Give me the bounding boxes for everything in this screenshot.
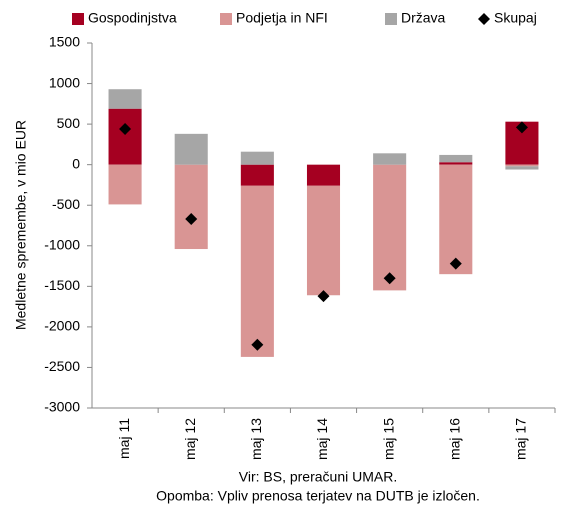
bar [439,164,473,275]
legend-label: Država [401,10,446,26]
bar [439,162,473,165]
bar [108,108,142,165]
legend-label: Podjetja in NFI [236,10,328,26]
x-tick-label: maj 17 [513,418,529,460]
bar [505,164,539,167]
x-tick-label: maj 14 [314,418,330,460]
legend-swatch [72,13,84,25]
marker [317,290,330,303]
bar [174,133,208,165]
bar [505,166,539,170]
y-tick-label: -500 [52,196,80,212]
y-tick-label: 1000 [49,74,80,90]
x-tick-label: maj 13 [248,418,264,460]
bar [306,164,341,186]
source: Vir: BS, preračuni UMAR. [239,469,397,485]
marker [383,272,396,285]
legend-marker [478,13,490,25]
bar [240,185,274,357]
y-axis-title: Medletne spremembe, v mio EUR [13,120,29,330]
x-tick-label: maj 12 [182,418,198,460]
note: Opomba: Vpliv prenosa terjatev na DUTB j… [156,488,480,504]
x-tick-label: maj 15 [380,418,396,460]
y-tick-label: -1000 [44,236,80,252]
y-tick-label: 500 [57,115,81,131]
bar [108,89,142,109]
y-tick-label: 1500 [49,34,80,50]
bar [439,154,473,163]
y-tick-label: 0 [72,155,80,171]
legend-label: Skupaj [494,10,537,26]
marker [251,338,264,351]
bar [174,164,208,250]
marker [119,122,132,135]
bar [373,153,407,165]
y-tick-label: -1500 [44,277,80,293]
bar [240,164,274,186]
legend-swatch [220,13,232,25]
y-tick-label: -2500 [44,358,80,374]
bar [306,185,341,296]
legend-swatch [385,13,397,25]
y-tick-label: -2000 [44,318,80,334]
bar [240,151,274,165]
marker [185,213,198,226]
legend-label: Gospodinjstva [88,10,177,26]
y-tick-label: -3000 [44,399,80,415]
bar [108,164,142,205]
marker [515,121,528,134]
x-tick-label: maj 11 [116,418,132,459]
bar [373,164,407,291]
marker [449,257,462,270]
x-tick-label: maj 16 [446,418,462,460]
